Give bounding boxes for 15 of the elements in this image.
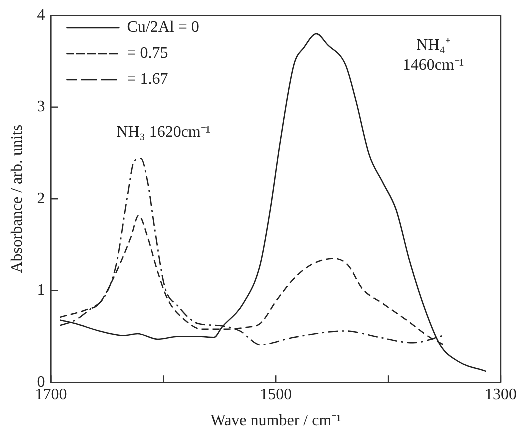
y-tick-label: 3 <box>37 98 46 116</box>
legend-label: = 0.75 <box>127 45 168 62</box>
x-tick-label: 1300 <box>485 386 517 404</box>
y-axis-title: Absorbance / arb. units <box>8 124 26 274</box>
y-tick-label: 4 <box>37 6 46 24</box>
x-tick-label: 1700 <box>35 386 68 404</box>
x-tick-label: 1500 <box>260 386 292 404</box>
line-series <box>60 33 488 372</box>
y-tick-label: 1 <box>37 282 46 300</box>
annotation: NH₄⁺ 1460cm⁻¹ <box>402 37 464 74</box>
annotation: NH₃ 1620cm⁻¹ <box>116 124 211 142</box>
y-tick-label: 2 <box>37 190 46 208</box>
legend-label: = 1.67 <box>127 71 168 88</box>
legend-label: Cu/2Al = 0 <box>127 19 200 36</box>
x-axis-title: Wave number / cm⁻¹ <box>210 412 342 430</box>
